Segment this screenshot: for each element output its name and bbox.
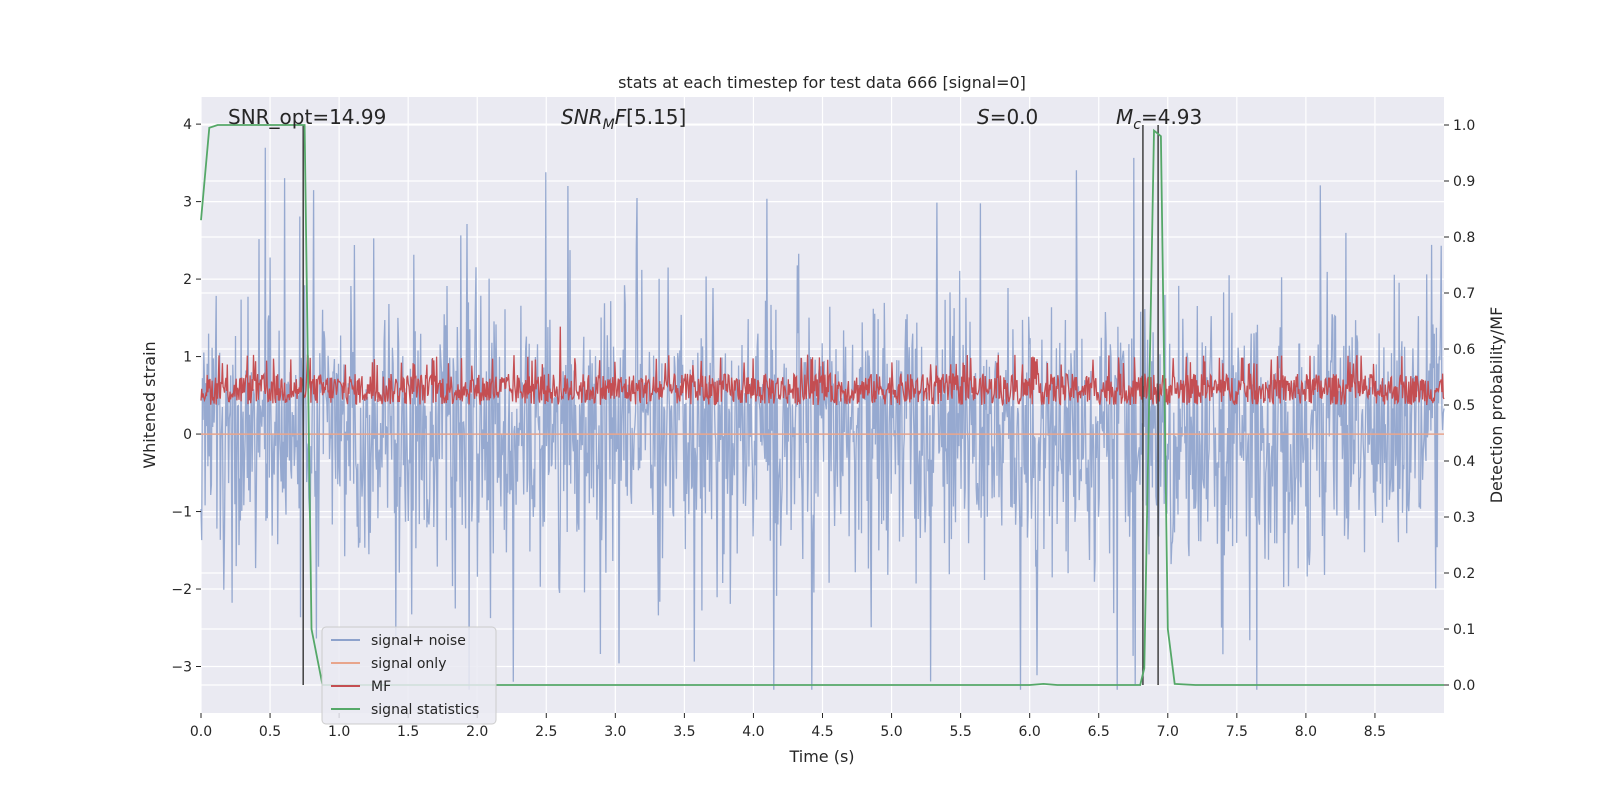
series-signal-statistics-line xyxy=(200,124,1444,686)
x-tick-label-5: 2.5 xyxy=(535,724,557,740)
y-tick-label-0: 4 xyxy=(183,117,192,133)
legend: signal+ noise signal only MF signal stat… xyxy=(321,626,497,725)
x-tick-label-6: 3.0 xyxy=(604,724,626,740)
y-tick-label-4: 0 xyxy=(183,427,192,443)
annotation-snr-mf: SNRMF[5.15] xyxy=(561,105,686,133)
x-tick-label-7: 3.5 xyxy=(673,724,695,740)
annotation-snr-mf-value: [5.15] xyxy=(626,105,686,129)
y-right-tick-label-6: 0.4 xyxy=(1453,454,1475,470)
y-tick-label-2: 2 xyxy=(183,272,192,288)
legend-label-signal-statistics: signal statistics xyxy=(371,702,479,718)
y-right-tick-label-5: 0.5 xyxy=(1453,398,1475,414)
y-right-tick-label-10: 0.0 xyxy=(1453,678,1475,694)
x-tick-label-10: 5.0 xyxy=(880,724,902,740)
legend-label-signal-noise: signal+ noise xyxy=(371,633,466,649)
x-tick-label-14: 7.0 xyxy=(1157,724,1179,740)
y-tick-label-6: −2 xyxy=(171,582,192,598)
annotation-s-value: =0.0 xyxy=(990,105,1039,129)
x-tick-label-1: 0.5 xyxy=(259,724,281,740)
y-right-tick-label-9: 0.1 xyxy=(1453,622,1475,638)
y-tick-label-3: 1 xyxy=(183,350,192,366)
x-tick-label-9: 4.5 xyxy=(811,724,833,740)
x-tick-label-8: 4.0 xyxy=(742,724,764,740)
series-mf-line xyxy=(200,326,1445,407)
series-mf xyxy=(200,326,1445,407)
y-tick-label-1: 3 xyxy=(183,195,192,211)
annotation-s: S=0.0 xyxy=(977,105,1038,129)
x-tick-label-17: 8.5 xyxy=(1364,724,1386,740)
y-right-tick-label-4: 0.6 xyxy=(1453,342,1475,358)
x-tick-label-0: 0.0 xyxy=(190,724,212,740)
annotation-mc-value: =4.93 xyxy=(1141,105,1202,129)
x-axis-ticks: 0.0 0.5 1.0 1.5 2.0 2.5 3.0 3.5 4.0 4.5 5.0 5.5 6.0 6… xyxy=(190,713,1386,740)
y-right-tick-label-1: 0.9 xyxy=(1453,174,1475,190)
chart-title: stats at each timestep for test data 666… xyxy=(618,73,1026,92)
legend-label-mf: MF xyxy=(371,679,391,695)
y-tick-label-5: −1 xyxy=(171,505,192,521)
x-tick-label-13: 6.5 xyxy=(1088,724,1110,740)
y-right-tick-label-8: 0.2 xyxy=(1453,566,1475,582)
x-tick-label-3: 1.5 xyxy=(397,724,419,740)
y-axis-left-ticks: 4 3 2 1 0 −1 −2 −3 xyxy=(171,117,201,676)
x-tick-label-2: 1.0 xyxy=(328,724,350,740)
annotation-mc: Mc=4.93 xyxy=(1116,105,1202,133)
x-tick-label-4: 2.0 xyxy=(466,724,488,740)
legend-box xyxy=(321,626,497,725)
x-tick-label-16: 8.0 xyxy=(1295,724,1317,740)
y-axis-title: Whitened strain xyxy=(140,341,159,468)
y-right-tick-label-3: 0.7 xyxy=(1453,286,1475,302)
series-signal-statistics xyxy=(200,124,1444,686)
y-axis-right-ticks: 1.0 0.9 0.8 0.7 0.6 0.5 0.4 0.3 0.2 0.1 0.0 xyxy=(1444,118,1475,694)
y-right-tick-label-0: 1.0 xyxy=(1453,118,1475,134)
x-tick-label-11: 5.5 xyxy=(949,724,971,740)
y-tick-label-7: −3 xyxy=(171,660,192,676)
y-right-tick-label-2: 0.8 xyxy=(1453,230,1475,246)
vertical-markers xyxy=(302,125,1159,685)
y-right-tick-label-7: 0.3 xyxy=(1453,510,1475,526)
annotation-snr-opt: SNR_opt=14.99 xyxy=(228,105,386,129)
y-axis-right-title: Detection probability/MF xyxy=(1487,307,1506,504)
x-tick-label-15: 7.5 xyxy=(1226,724,1248,740)
x-tick-label-12: 6.0 xyxy=(1019,724,1041,740)
legend-label-signal-only: signal only xyxy=(371,656,446,672)
x-axis-title: Time (s) xyxy=(788,747,854,766)
